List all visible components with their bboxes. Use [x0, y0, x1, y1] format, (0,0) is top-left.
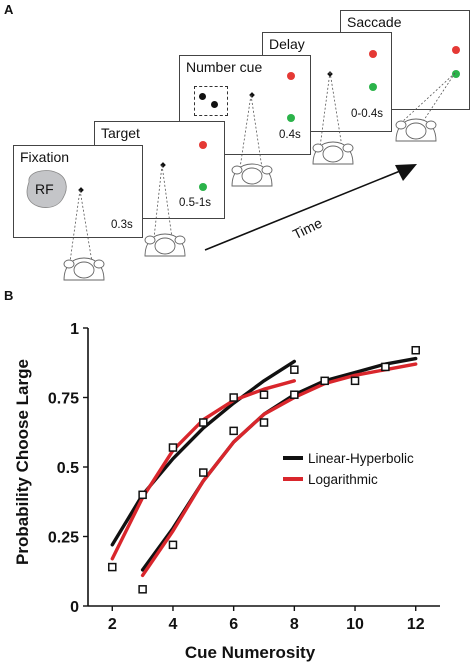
stage-title-delay: Delay: [269, 36, 305, 52]
stage-duration-fixation: 0.3s: [111, 219, 133, 231]
red-target-dot: [452, 46, 460, 54]
data-point-marker: [199, 468, 208, 477]
red-target-dot: [287, 72, 295, 80]
data-point-marker: [199, 418, 208, 427]
legend-label: Linear-Hyperbolic: [308, 451, 414, 466]
monkey-head-icon: [312, 141, 354, 165]
stage-title-target: Target: [101, 125, 140, 141]
data-point-marker: [138, 490, 147, 500]
y-axis-label: Probability Choose Large: [13, 359, 32, 565]
y-tick-label: 0: [70, 599, 79, 616]
stage-title-number-cue: Number cue: [186, 59, 263, 75]
x-tick-label: 6: [229, 616, 238, 633]
data-point-marker: [381, 362, 390, 372]
data-point-marker: [168, 540, 178, 550]
cue-dot: [211, 101, 218, 108]
data-point-marker: [259, 418, 269, 427]
x-tick-label: 4: [169, 616, 178, 633]
data-point-marker: [138, 585, 147, 594]
series-line-logarithmic: [140, 362, 418, 578]
red-target-dot: [369, 50, 377, 58]
data-point-marker: [229, 393, 238, 402]
data-point-marker: [259, 390, 269, 399]
x-tick-label: 8: [290, 616, 299, 633]
cue-dot: [199, 93, 206, 100]
data-point-marker: [290, 365, 299, 374]
green-target-dot: [452, 70, 460, 78]
time-arrow-icon: [204, 164, 417, 251]
x-tick-label: 10: [346, 616, 364, 633]
monkey-head-icon: [63, 257, 105, 281]
chart-axes: 2 4 6 8 10 12 0 0.25 0.5 0.75 1: [48, 321, 440, 633]
monkey-head-icon: [231, 163, 273, 187]
data-point-marker: [168, 443, 178, 452]
data-point-marker: [290, 390, 299, 399]
y-tick-label: 0.75: [48, 391, 79, 408]
rf-label: RF: [35, 181, 54, 197]
stage-duration-target: 0.5-1s: [179, 197, 211, 209]
x-axis-label: Cue Numerosity: [185, 643, 316, 662]
stage-duration-number-cue: 0.4s: [279, 129, 301, 141]
red-target-dot: [199, 141, 207, 149]
panel-letter-a: A: [4, 2, 14, 17]
y-tick-label: 1: [70, 321, 79, 338]
data-point-marker: [350, 376, 360, 386]
panel-letter-b: B: [4, 288, 14, 303]
stage-card-fixation: Fixation RF 0.3s: [13, 145, 143, 238]
receptive-field-shape: [26, 170, 67, 208]
green-target-dot: [287, 114, 295, 122]
x-tick-label: 2: [108, 616, 117, 633]
gaze-lines-layer: [69, 71, 456, 263]
stage-duration-delay: 0-0.4s: [351, 108, 383, 120]
green-target-dot: [199, 183, 207, 191]
monkey-head-icon: [395, 118, 437, 142]
data-point-marker: [229, 426, 238, 436]
data-point-marker: [108, 562, 117, 572]
data-point-marker: [411, 345, 420, 355]
stage-title-fixation: Fixation: [20, 149, 70, 165]
x-tick-label: 12: [407, 616, 425, 633]
chart-legend: Linear-Hyperbolic Logarithmic: [283, 451, 414, 487]
green-target-dot: [369, 83, 377, 91]
y-tick-label: 0.5: [57, 460, 79, 477]
data-point-marker: [320, 376, 329, 386]
chart-data-points: [108, 345, 420, 594]
stage-title-saccade: Saccade: [347, 14, 402, 30]
number-cue-box: [194, 86, 228, 116]
legend-label: Logarithmic: [308, 472, 378, 487]
y-tick-label: 0.25: [48, 530, 79, 547]
monkey-head-icon: [144, 233, 186, 257]
